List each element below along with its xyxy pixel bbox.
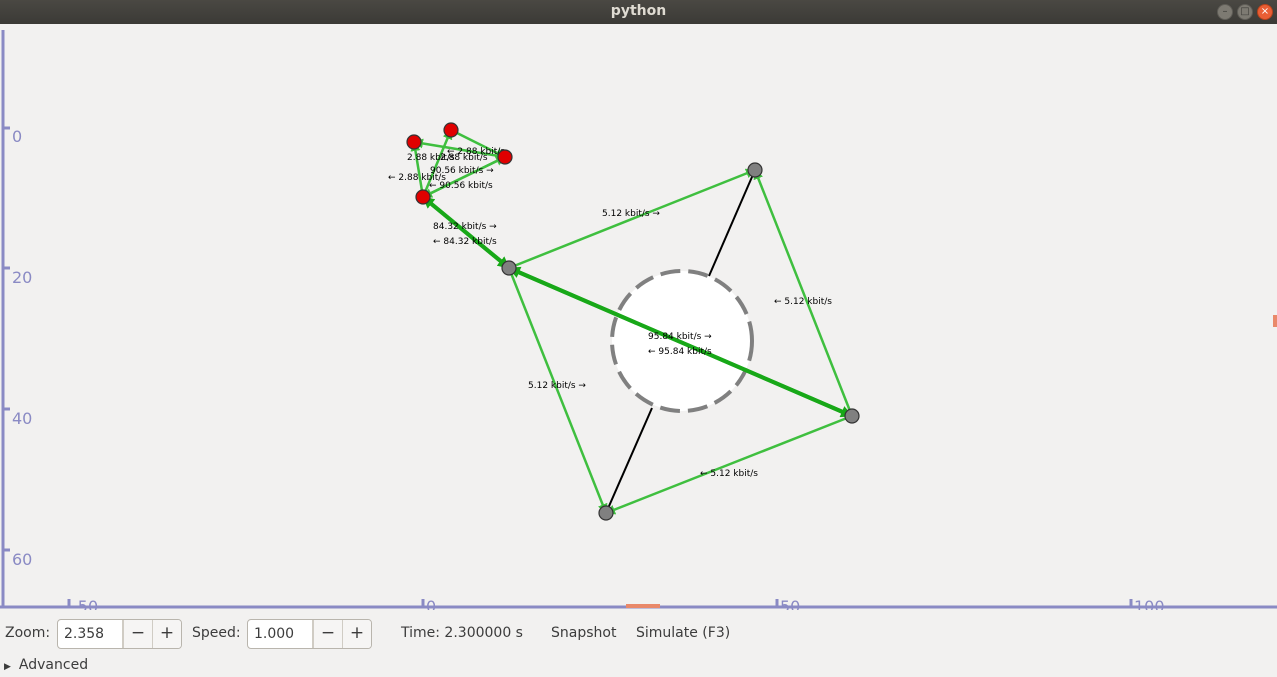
y-tick-label: 40 (12, 409, 32, 428)
x-tick-label: 100 (1134, 597, 1165, 610)
zoom-spinbox[interactable]: 2.358 − + (57, 619, 182, 649)
flow-arrow (413, 138, 506, 159)
snapshot-button[interactable]: Snapshot (551, 625, 617, 641)
flow-label: ← 2.88 kbit/s (447, 147, 505, 157)
close-icon[interactable]: × (1257, 4, 1273, 20)
flow-arrow (508, 266, 853, 418)
vertical-scroll-indicator (1273, 315, 1277, 327)
simulation-canvas[interactable]: 0 20 40 60 -50 0 50 100 (0, 24, 1277, 616)
advanced-expander[interactable]: ▶ Advanced (4, 657, 88, 673)
zoom-increment-button[interactable]: + (152, 620, 181, 648)
topology-view: 0 20 40 60 -50 0 50 100 (0, 30, 1277, 616)
flow-label: 2.88 kbit/s (440, 153, 488, 163)
flow-arrow (508, 168, 756, 270)
flow-label: 95.84 kbit/s → (648, 332, 712, 342)
wifi-node[interactable] (415, 189, 431, 205)
flow-arrow (507, 267, 608, 514)
flow-label: ← 95.84 kbit/s (648, 347, 712, 357)
router-node[interactable] (501, 260, 517, 276)
horizontal-scroll-indicator (626, 604, 660, 608)
y-tick-label: 0 (12, 127, 22, 146)
wifi-node[interactable] (443, 122, 459, 138)
wired-link (605, 407, 653, 514)
time-readout: Time: 2.300000 s (401, 625, 523, 641)
x-tick-label: 50 (780, 597, 800, 610)
zoom-value[interactable]: 2.358 (58, 620, 123, 648)
flow-arrow (605, 414, 853, 515)
flow-label: ← 84.32 kbit/s (433, 237, 497, 247)
advanced-label: Advanced (18, 657, 89, 673)
flow-arrow (753, 169, 854, 417)
x-tick-label: 0 (426, 597, 436, 610)
speed-increment-button[interactable]: + (342, 620, 371, 648)
window-title: python (610, 3, 667, 19)
speed-spinbox[interactable]: 1.000 − + (247, 619, 372, 649)
wifi-node[interactable] (406, 134, 422, 150)
flow-label: ← 5.12 kbit/s (700, 469, 758, 479)
speed-label: Speed: (192, 625, 241, 641)
flow-arrow (410, 141, 425, 198)
y-tick-label: 20 (12, 268, 32, 287)
flow-label: 90.56 kbit/s → (430, 166, 494, 176)
zoom-label: Zoom: (5, 625, 51, 641)
flow-label: ← 90.56 kbit/s (429, 181, 493, 191)
expander-arrow-icon: ▶ (4, 662, 11, 672)
flow-label: ← 5.12 kbit/s (774, 297, 832, 307)
flow-label: 5.12 kbit/s → (602, 209, 660, 219)
flow-arrow (421, 195, 511, 270)
zoom-decrement-button[interactable]: − (123, 620, 152, 648)
router-node[interactable] (747, 162, 763, 178)
maximize-icon[interactable]: □ (1237, 4, 1253, 20)
y-tick-label: 60 (12, 550, 32, 569)
x-tick-label: -50 (72, 597, 98, 610)
flow-arrow (450, 128, 506, 159)
flow-label: 2.88 kbit/s (407, 153, 455, 163)
simulate-button[interactable]: Simulate (F3) (636, 625, 731, 641)
flow-label: 5.12 kbit/s → (528, 381, 586, 391)
flow-arrow (422, 155, 506, 199)
minimize-icon[interactable]: – (1217, 4, 1233, 20)
wired-link (708, 169, 756, 277)
speed-value[interactable]: 1.000 (248, 620, 313, 648)
window-titlebar: python – □ × (0, 0, 1277, 24)
router-node[interactable] (598, 505, 614, 521)
wifi-node[interactable] (497, 149, 513, 165)
flow-label: ← 2.88 kbit/s (388, 173, 446, 183)
router-node[interactable] (844, 408, 860, 424)
flow-label: 84.32 kbit/s → (433, 222, 497, 232)
control-toolbar: Zoom: 2.358 − + Speed: 1.000 − + Time: 2… (0, 612, 1277, 652)
speed-decrement-button[interactable]: − (313, 620, 342, 648)
flow-arrow (421, 129, 453, 198)
